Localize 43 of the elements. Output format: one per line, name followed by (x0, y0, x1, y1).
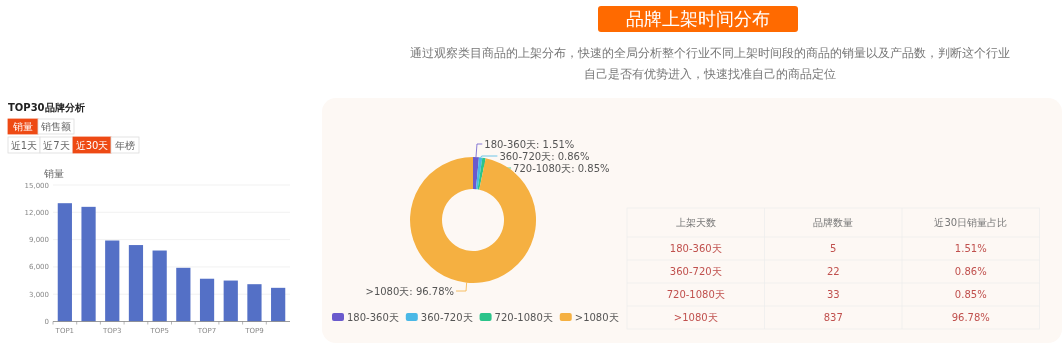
legend-label: 720-1080天 (494, 311, 553, 323)
bar (199, 278, 215, 322)
bar (247, 284, 262, 322)
text: 近1天 (10, 139, 38, 151)
text: 近30日销量占比 (934, 217, 1008, 228)
legend-label: 360-720天 (420, 311, 473, 323)
bar (152, 250, 167, 322)
text: 销量 (12, 121, 33, 132)
bar (176, 267, 191, 322)
bar (128, 245, 144, 322)
text: 近30天 (75, 139, 109, 151)
category-label: 360-720天 (669, 266, 722, 277)
data-label: 720-1080天: 0.85% (513, 162, 610, 174)
data-label: >1080天: 96.78% (365, 285, 455, 297)
data-label: 0.85% (954, 289, 987, 300)
data-label: 5 (830, 243, 837, 254)
text: 上架天数 (675, 217, 716, 228)
chart-title: TOP30品牌分析 (8, 102, 85, 113)
text: 品牌上架时间分布 (626, 8, 770, 29)
y-axis-title: 销量 (43, 168, 64, 179)
data-label: 837 (823, 312, 843, 323)
text: 近7天 (43, 139, 70, 151)
data-label: 96.78% (951, 312, 990, 323)
bar (271, 287, 286, 322)
text: 年榜 (115, 139, 135, 151)
category-label: 180-360天 (669, 243, 722, 254)
data-label: 33 (826, 289, 840, 300)
bar (105, 240, 120, 322)
legend-label: 180-360天 (347, 311, 399, 323)
data-label: 180-360天: 1.51% (484, 138, 575, 150)
category-label: >1080天 (673, 312, 718, 323)
bar (57, 203, 72, 322)
data-label: 360-720天: 0.86% (499, 150, 590, 162)
text: 通过观察类目商品的上架分布，快速的全局分析整个行业不同上架时间段的商品的销量以及产品数，判断这个行业自己是否有优势进入，快速找准自己的商品定位 (409, 45, 1011, 83)
series-label: 品牌数量 (813, 217, 854, 228)
category-label: 720-1080天 (666, 289, 725, 300)
data-label: 1.51% (954, 243, 987, 254)
bar (81, 206, 96, 322)
data-label: 22 (826, 266, 840, 277)
legend-label: >1080天 (574, 311, 619, 323)
data-label: 0.86% (954, 266, 987, 277)
bar (223, 280, 238, 322)
text: 销售额 (40, 121, 71, 132)
